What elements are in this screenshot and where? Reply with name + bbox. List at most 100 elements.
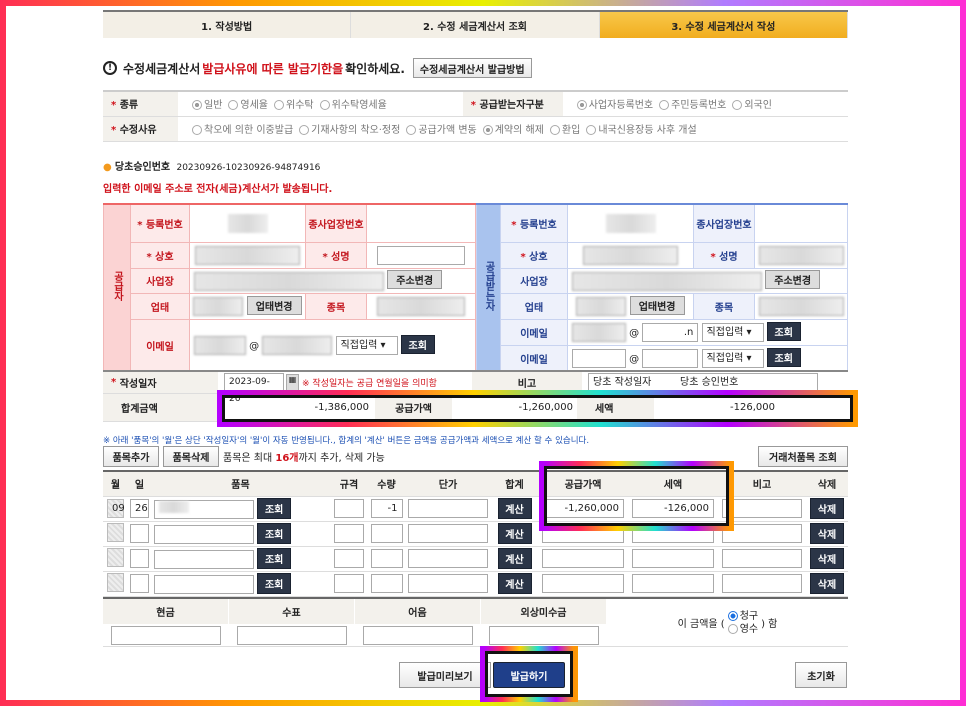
day-field[interactable] [130, 549, 149, 568]
tax-field[interactable] [632, 574, 714, 593]
issue-button[interactable]: 발급하기 [493, 662, 565, 688]
supply-field[interactable] [542, 549, 624, 568]
item-search-button[interactable]: 조회 [257, 572, 292, 594]
month-field [107, 572, 124, 592]
supplier-email-id[interactable] [194, 336, 246, 356]
item-name-field[interactable] [154, 500, 254, 520]
notice-text-end: 확인하세요. [345, 61, 405, 76]
qty-field[interactable] [370, 549, 403, 568]
qty-field[interactable] [370, 574, 403, 593]
supply-field[interactable] [542, 574, 624, 593]
delete-row-button[interactable]: 삭제 [810, 498, 844, 519]
preview-button[interactable]: 발급미리보기 [399, 662, 491, 688]
spec-field[interactable] [334, 549, 364, 568]
reason-options[interactable]: 착오에 의한 이중발급 기재사항의 착오·정정 공급가액 변동 계약의 해제 환입 내국신… [178, 116, 848, 142]
calendar-icon[interactable]: ▦ [286, 374, 299, 391]
spec-field[interactable] [334, 499, 364, 518]
qty-field[interactable]: -1 [370, 499, 403, 518]
step-1[interactable]: 1. 작성방법 [103, 12, 352, 38]
receiver-email-domain[interactable]: .n [642, 323, 699, 343]
supplier-ceo-field[interactable] [377, 245, 465, 265]
receiver-item-field[interactable] [758, 296, 844, 316]
step-3[interactable]: 3. 수정 세금계산서 작성 [599, 12, 848, 38]
receiver-biz-change-button[interactable]: 업태변경 [629, 295, 685, 315]
spec-field[interactable] [334, 524, 364, 543]
month-field[interactable]: 09 [107, 499, 125, 518]
info-icon: ! [103, 61, 117, 75]
qty-field[interactable] [370, 524, 403, 543]
item-search-button[interactable]: 조회 [257, 497, 292, 519]
date-field[interactable]: 2023-09-26 [224, 373, 284, 404]
receiver-type-options[interactable]: 사업자등록번호 주민등록번호 외국인 [562, 91, 848, 117]
receiver-ceo-field[interactable] [758, 245, 844, 265]
receiver-domain-select[interactable]: 직접입력 ▾ [701, 323, 764, 343]
day-field[interactable] [130, 574, 149, 593]
item-name-field[interactable] [154, 525, 254, 545]
payment-field[interactable] [237, 625, 347, 645]
item-search-button[interactable]: 조회 [257, 547, 292, 569]
receiver-biz-field[interactable] [576, 297, 627, 317]
calc-button[interactable]: 계산 [497, 573, 532, 594]
supplier-address-change-button[interactable]: 주소변경 [387, 270, 443, 290]
unit-price-field[interactable] [408, 524, 488, 543]
reset-button[interactable]: 초기화 [795, 662, 847, 688]
payment-field[interactable] [363, 625, 473, 645]
item-name-field[interactable] [154, 550, 254, 570]
supply-field[interactable] [542, 524, 624, 543]
item-search-button[interactable]: 조회 [257, 522, 292, 544]
supplier-email-search-button[interactable]: 조회 [400, 334, 435, 354]
memo-field[interactable] [722, 549, 802, 568]
payment-header: 현금 [103, 599, 229, 624]
receiver-email2-id[interactable] [572, 349, 626, 369]
receiver-email2-search-button[interactable]: 조회 [766, 347, 801, 367]
payment-field[interactable] [489, 625, 599, 645]
supplier-domain-select[interactable]: 직접입력 ▾ [335, 336, 398, 356]
supplier-biz-field[interactable] [193, 297, 244, 317]
memo-field[interactable] [722, 574, 802, 593]
supplier-reg-field[interactable] [227, 213, 268, 233]
unit-price-field[interactable] [408, 574, 488, 593]
step-2[interactable]: 2. 수정 세금계산서 조회 [351, 12, 600, 38]
supplier-item-field[interactable] [377, 296, 465, 316]
receiver-domain2-select[interactable]: 직접입력 ▾ [701, 349, 764, 369]
add-item-button[interactable]: 품목추가 [103, 446, 159, 467]
memo-field[interactable] [722, 524, 802, 543]
partner-item-search-button[interactable]: 거래처품목 조회 [758, 446, 848, 467]
calc-button[interactable]: 계산 [497, 498, 532, 519]
payment-field[interactable] [111, 625, 221, 645]
memo-field[interactable]: 당초 작성일자 당초 승인번호 [588, 373, 818, 392]
delete-row-button[interactable]: 삭제 [810, 523, 844, 544]
supplier-address-field[interactable] [194, 271, 384, 291]
radio-receipt[interactable]: 영수 [727, 623, 758, 636]
delete-row-button[interactable]: 삭제 [810, 548, 844, 569]
receiver-reg-field[interactable] [605, 213, 656, 233]
receiver-email-id[interactable] [572, 323, 626, 343]
day-field[interactable]: 26 [130, 499, 149, 518]
receiver-email2-domain[interactable] [642, 349, 699, 369]
tax-field[interactable]: -126,000 [632, 499, 714, 518]
receiver-email-search-button[interactable]: 조회 [766, 321, 801, 341]
calc-button[interactable]: 계산 [497, 548, 532, 569]
receiver-name-field[interactable] [583, 245, 678, 265]
delete-row-button[interactable]: 삭제 [810, 573, 844, 594]
memo-field[interactable] [722, 499, 802, 518]
receiver-address-field[interactable] [572, 271, 762, 291]
day-field[interactable] [130, 524, 149, 543]
delete-item-button[interactable]: 품목삭제 [163, 446, 219, 467]
spec-field[interactable] [334, 574, 364, 593]
calc-button[interactable]: 계산 [497, 523, 532, 544]
item-name-field[interactable] [154, 575, 254, 595]
tax-field[interactable] [632, 524, 714, 543]
supplier-name-field[interactable] [195, 245, 300, 265]
unit-price-field[interactable] [408, 499, 488, 518]
receiver-address-change-button[interactable]: 주소변경 [765, 270, 821, 290]
supplier-biz-change-button[interactable]: 업태변경 [246, 295, 302, 315]
radio-claim[interactable]: 청구 [727, 610, 758, 623]
item-limit-text: 품목은 최대 16개까지 추가, 삭제 가능 [223, 453, 385, 464]
supplier-email-domain[interactable] [262, 336, 333, 356]
type-options[interactable]: 일반 영세율 위수탁 위수탁영세율 [178, 91, 463, 117]
issue-method-button[interactable]: 수정세금계산서 발급방법 [412, 58, 532, 78]
supply-field[interactable]: -1,260,000 [542, 499, 624, 518]
tax-field[interactable] [632, 549, 714, 568]
unit-price-field[interactable] [408, 549, 488, 568]
